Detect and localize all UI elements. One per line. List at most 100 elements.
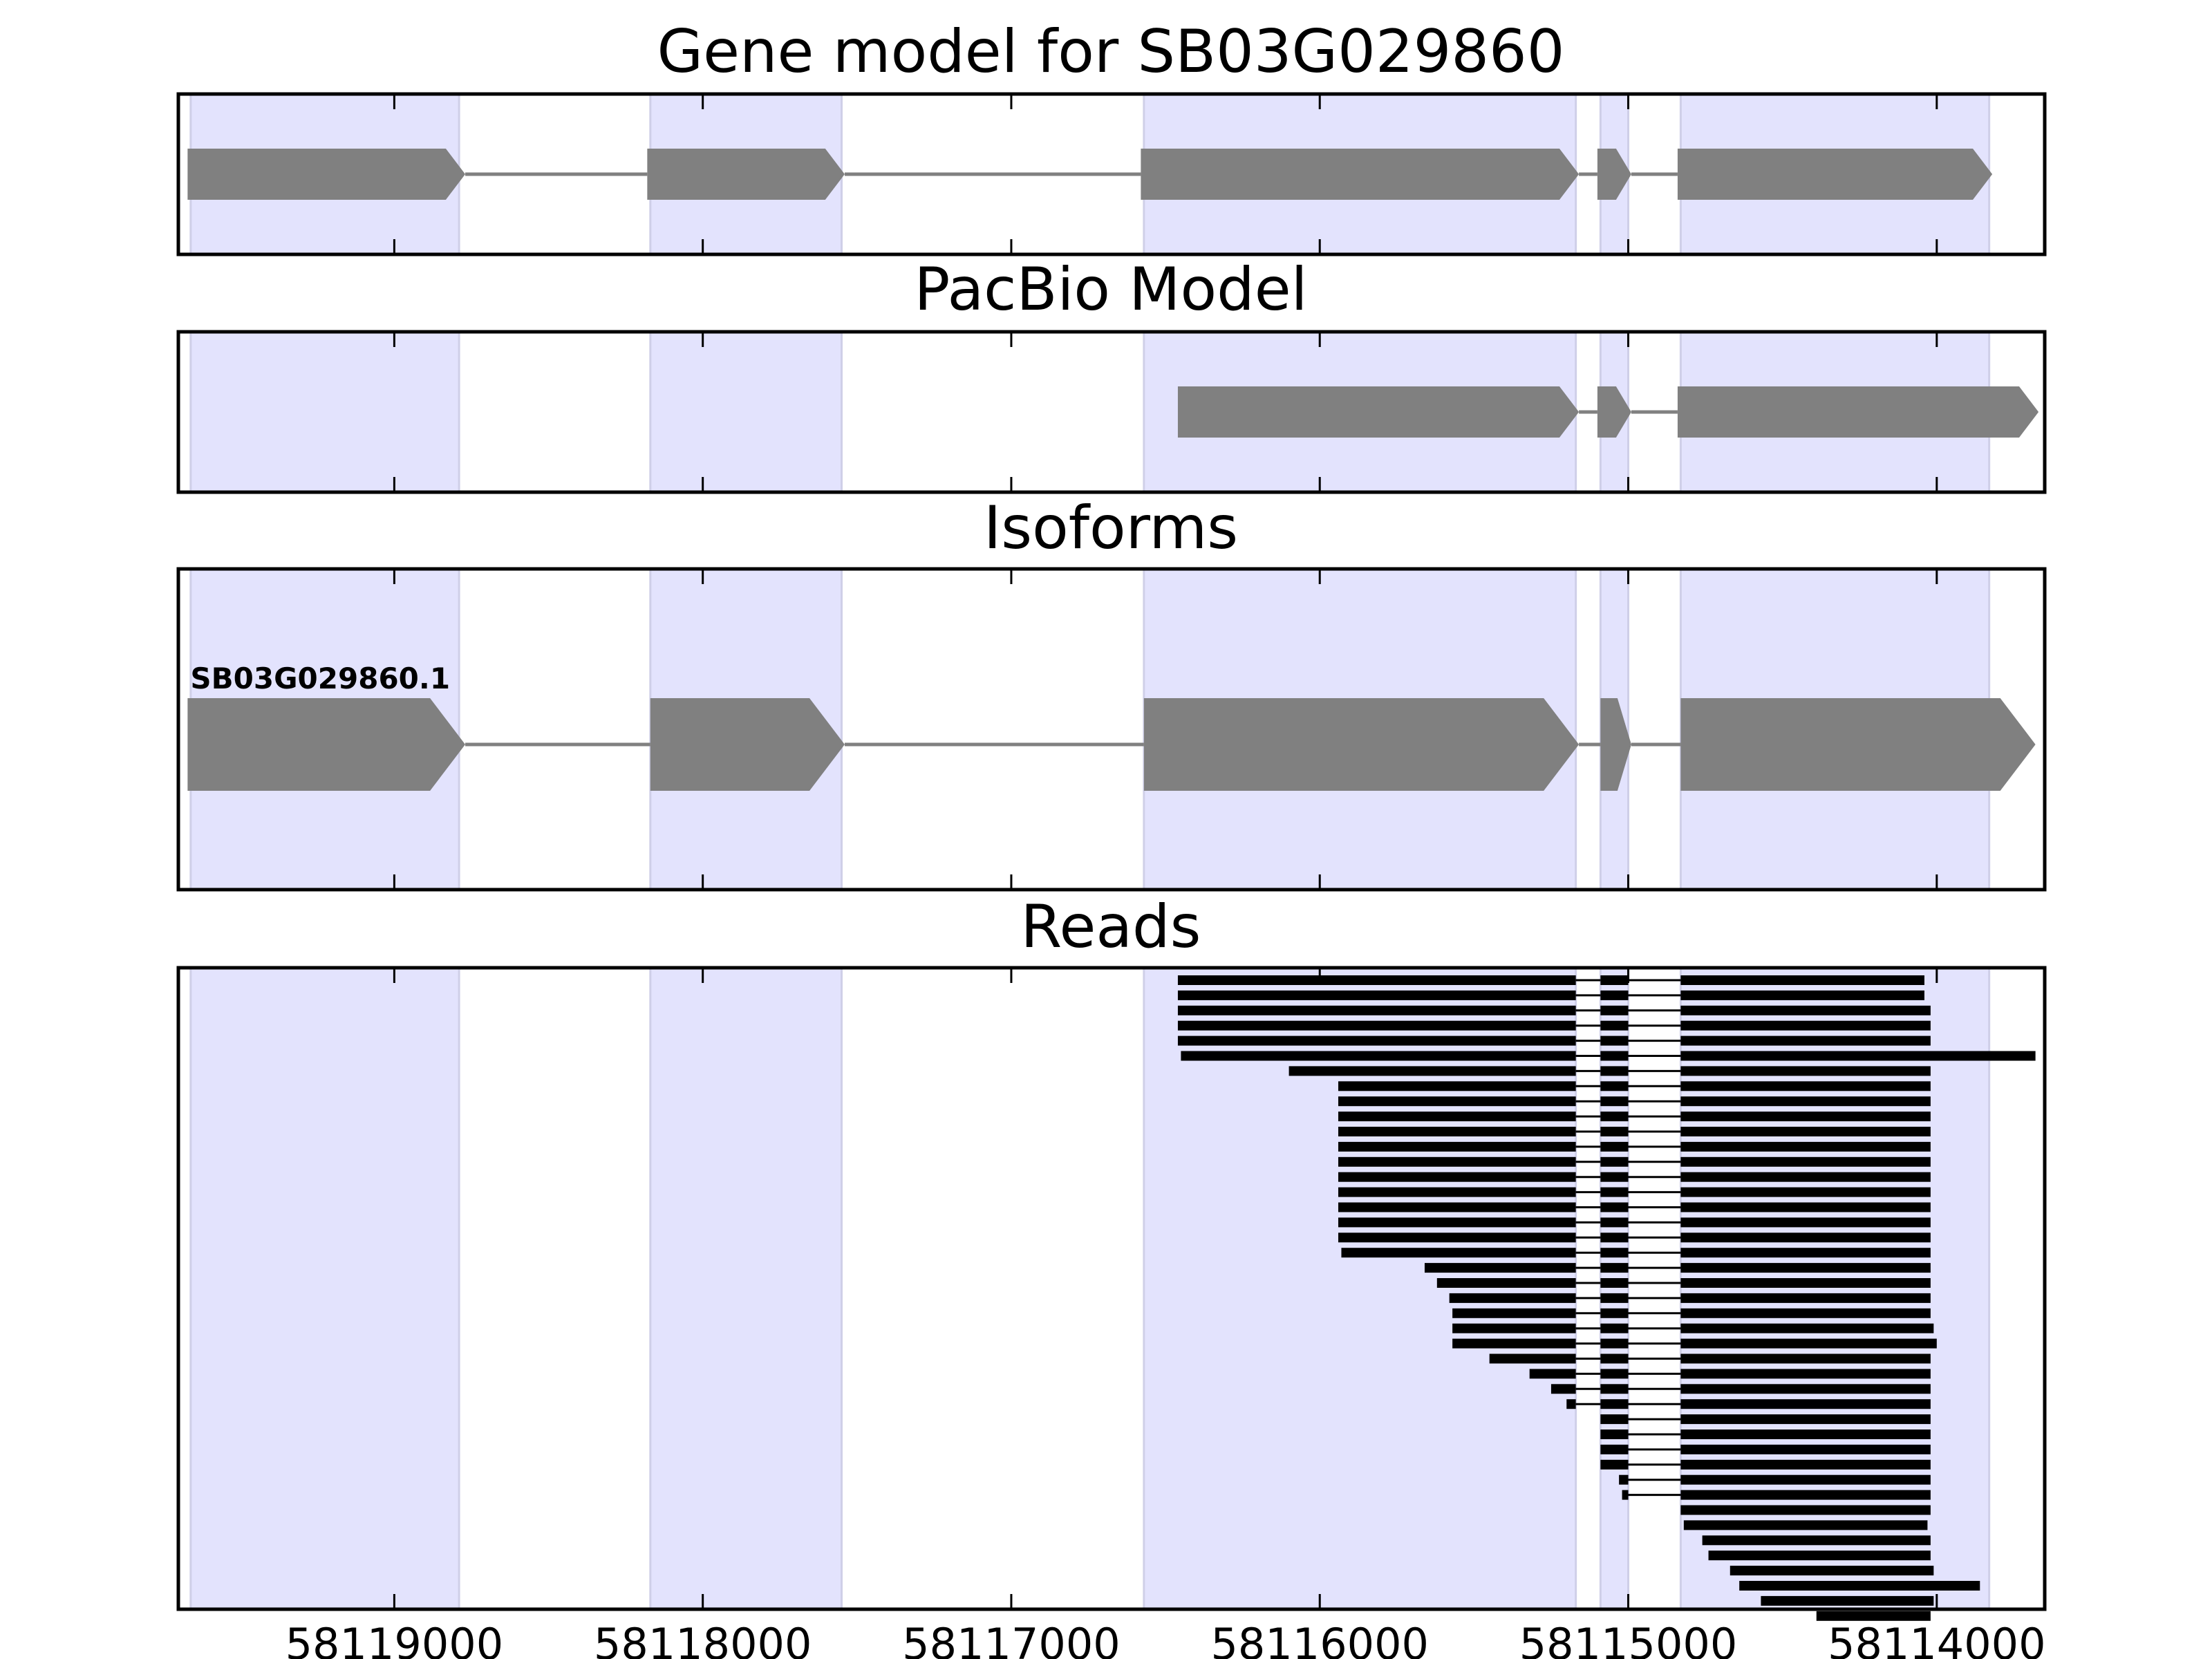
panel-border <box>176 330 2047 494</box>
read-segment <box>1680 1505 1931 1515</box>
read <box>1338 1096 1931 1107</box>
read <box>1338 1141 1931 1152</box>
read-segment <box>1600 1263 1629 1273</box>
exon-block-1 <box>187 149 466 200</box>
read <box>1600 1430 1931 1439</box>
read <box>1177 1020 1931 1031</box>
read <box>1600 1444 1931 1454</box>
highlight-band-2 <box>649 330 843 494</box>
read-segment <box>1600 1232 1629 1243</box>
panel-isoforms: Isoforms SB03G029860.1 <box>176 494 2047 892</box>
read-segment <box>1600 1035 1629 1046</box>
read <box>1177 1035 1931 1046</box>
read <box>1338 1172 1931 1182</box>
panel-pacbio-model: PacBio Model <box>176 255 2047 494</box>
read <box>1622 1490 1931 1500</box>
read-segment <box>1452 1338 1576 1349</box>
read-segment <box>1338 1112 1576 1122</box>
read-segment <box>1680 990 1924 1000</box>
read-segment <box>1730 1566 1934 1576</box>
read-segment <box>1489 1353 1576 1364</box>
read-segment <box>1452 1323 1576 1333</box>
read-segment <box>1181 1051 1576 1061</box>
read <box>1730 1566 1934 1576</box>
read-segment <box>1600 1278 1629 1288</box>
highlight-band-4 <box>1599 966 1630 1611</box>
isoforms-features: SB03G029860.1 <box>187 662 2036 791</box>
read <box>1816 1611 1931 1621</box>
read-segment <box>1338 1172 1576 1182</box>
read <box>1550 1384 1931 1394</box>
read-segment <box>1338 1202 1576 1212</box>
read <box>1708 1550 1931 1561</box>
gene-model-features <box>187 149 1993 200</box>
read-segment <box>1683 1520 1928 1530</box>
read <box>1177 990 1924 1000</box>
read-segment <box>1177 990 1576 1000</box>
read-segment <box>1600 1141 1629 1152</box>
read <box>1452 1323 1934 1333</box>
reads-features <box>1177 975 2036 1621</box>
read-segment <box>1600 1414 1629 1425</box>
read-segment <box>1600 1353 1629 1364</box>
read-segment <box>1600 1323 1629 1333</box>
read-segment <box>1680 1474 1931 1485</box>
read-segment <box>1680 1263 1931 1273</box>
read-segment <box>1680 1035 1931 1046</box>
read-segment <box>1680 1217 1931 1228</box>
read-segment <box>1600 1338 1629 1349</box>
read-segment <box>1600 975 1629 985</box>
read-segment <box>1177 975 1576 985</box>
read-segment <box>1680 1141 1931 1152</box>
panel-title-isoforms: Isoforms <box>984 494 1238 563</box>
panel-border <box>176 966 2047 1611</box>
read-segment <box>1680 1293 1931 1303</box>
read-segment <box>1680 1369 1931 1379</box>
read <box>1452 1338 1937 1349</box>
read-segment <box>1680 1112 1931 1122</box>
read-segment <box>1338 1081 1576 1091</box>
read-segment <box>1600 1369 1629 1379</box>
read-segment <box>1680 1384 1931 1394</box>
read-segment <box>1680 1066 1931 1076</box>
read <box>1177 1005 1931 1015</box>
read <box>1739 1581 1980 1591</box>
read-segment <box>1680 1490 1931 1500</box>
read <box>1702 1535 1931 1546</box>
read-segment <box>1600 990 1629 1000</box>
read-segment <box>1600 1308 1629 1318</box>
panel-title-pacbio-model: PacBio Model <box>914 255 1307 324</box>
x-tick-label: 58114000 <box>1828 1619 2046 1659</box>
reads-frame <box>176 966 2047 1611</box>
read-segment <box>1680 1005 1931 1015</box>
read-segment <box>1600 1293 1629 1303</box>
read <box>1452 1308 1931 1318</box>
read-segment <box>1600 1248 1629 1258</box>
read <box>1338 1217 1931 1228</box>
read-segment <box>1436 1278 1576 1288</box>
read-segment <box>1600 1096 1629 1107</box>
exon-block-1 <box>1177 386 1580 438</box>
read <box>1338 1232 1931 1243</box>
read-segment <box>1680 1020 1931 1031</box>
read-segment <box>1680 1081 1931 1091</box>
read-segment <box>1600 1081 1629 1091</box>
read <box>1600 1414 1931 1425</box>
panel-title-reads: Reads <box>1021 892 1201 962</box>
x-tick-label: 58115000 <box>1519 1619 1738 1659</box>
highlight-band-1 <box>189 966 460 1611</box>
read <box>1761 1595 1934 1606</box>
exon-block-2 <box>650 698 845 791</box>
read-segment <box>1177 1035 1576 1046</box>
exon-block-2 <box>1597 386 1631 438</box>
exon-block-4 <box>1597 149 1631 200</box>
x-axis-tick-labels: 58119000 58118000 58117000 58116000 58115000… <box>285 1619 2046 1659</box>
read <box>1529 1369 1931 1379</box>
read-segment <box>1600 1172 1629 1182</box>
read-segment <box>1600 1399 1629 1409</box>
read-segment <box>1452 1308 1576 1318</box>
read-segment <box>1600 1020 1629 1031</box>
read-segment <box>1338 1096 1576 1107</box>
exon-block-5 <box>1677 149 1993 200</box>
